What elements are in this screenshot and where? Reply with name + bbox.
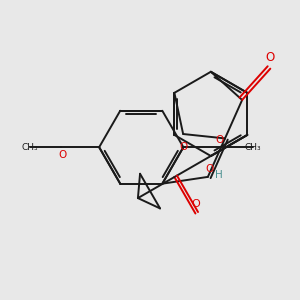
Text: O: O [205, 164, 214, 174]
Text: O: O [191, 199, 200, 209]
Text: O: O [58, 150, 67, 160]
Text: O: O [266, 51, 275, 64]
Text: O: O [179, 142, 187, 152]
Text: CH₃: CH₃ [244, 143, 261, 152]
Text: O: O [216, 135, 224, 145]
Text: H: H [215, 170, 223, 180]
Text: CH₃: CH₃ [21, 143, 38, 152]
